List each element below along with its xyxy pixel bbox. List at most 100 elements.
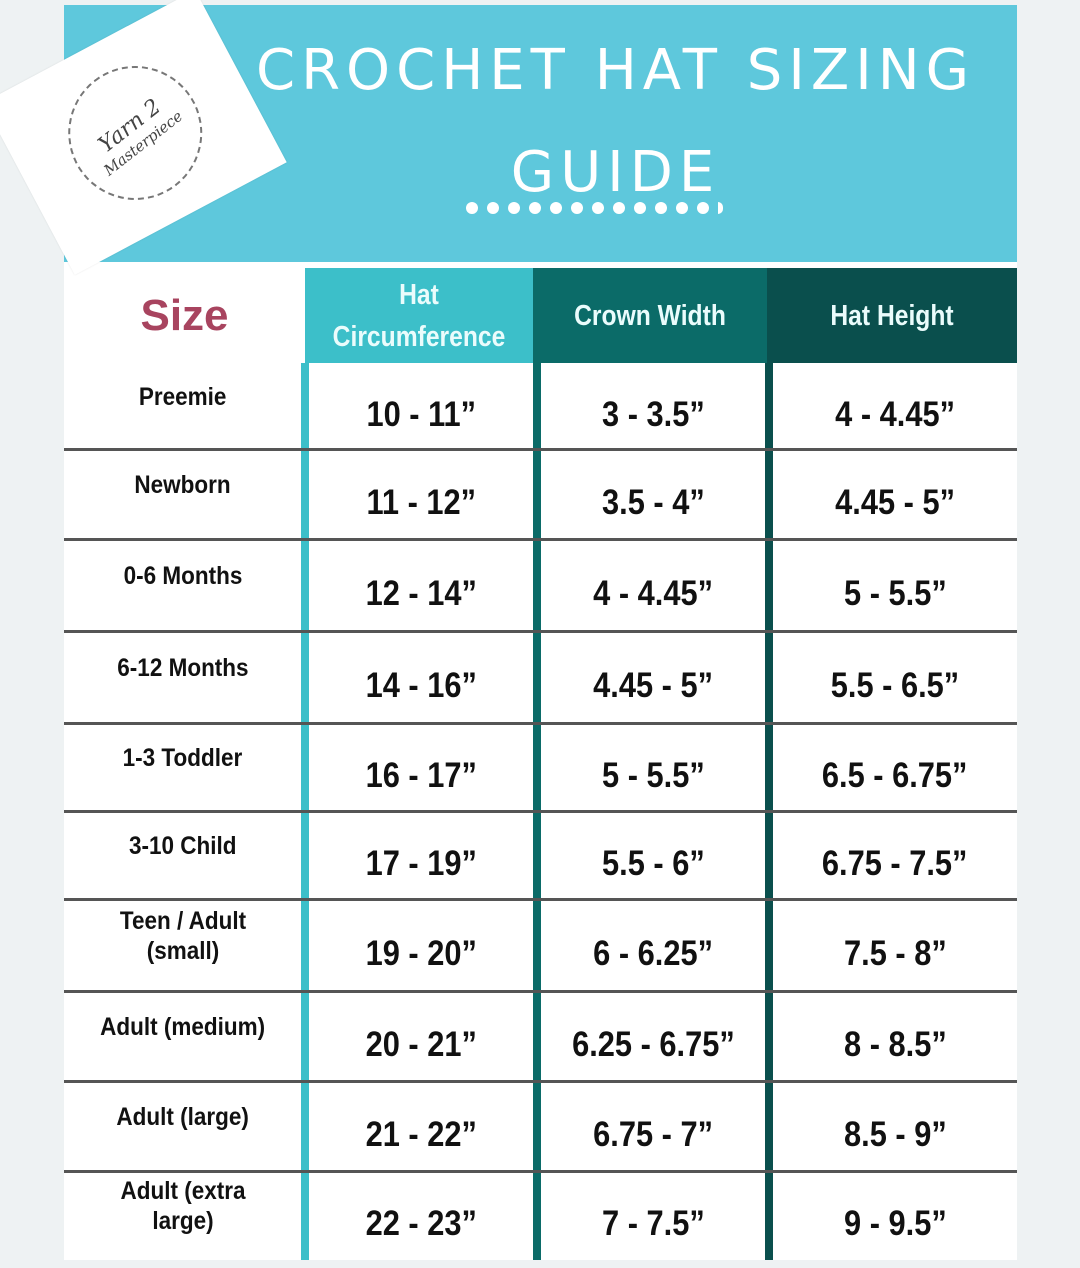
table-cell: 3.5 - 4” [541, 458, 765, 548]
table-cell: 19 - 20” [309, 908, 533, 1000]
row-size: Teen / Adult (small) [119, 907, 246, 965]
row-crown-width: 5 - 5.5” [601, 756, 705, 795]
table-cell: 8 - 8.5” [773, 1000, 1017, 1090]
row-hat-height: 8.5 - 9” [843, 1115, 947, 1154]
table-cell: 3-10 Child [64, 802, 301, 890]
row-circumference: 22 - 23” [365, 1204, 477, 1243]
row-size: Adult (medium) [99, 1013, 265, 1041]
table-cell: 14 - 16” [309, 640, 533, 732]
header-height-bg [767, 268, 1017, 363]
row-size: Adult (extra large) [119, 1177, 246, 1235]
row-divider [64, 630, 1017, 633]
logo-wreath: Yarn 2 Masterpiece [40, 38, 230, 227]
table-cell: 6.25 - 6.75” [541, 1000, 765, 1090]
row-circumference: 20 - 21” [365, 1025, 477, 1064]
table-cell: 17 - 19” [309, 820, 533, 908]
row-hat-height: 5 - 5.5” [843, 574, 947, 613]
header-circumference-bg [305, 268, 533, 363]
decorative-dots [466, 202, 723, 214]
table-cell: 10 - 11” [309, 371, 533, 458]
table-cell: 5.5 - 6.5” [773, 640, 1017, 732]
table-cell: Adult (large) [64, 1072, 301, 1162]
table-cell: 6.75 - 7” [541, 1090, 765, 1180]
title-line-1: CROCHET HAT SIZING [256, 38, 975, 103]
table-cell: 21 - 22” [309, 1090, 533, 1180]
row-divider [64, 898, 1017, 901]
row-divider [64, 722, 1017, 725]
table-cell: 4 - 4.45” [773, 371, 1017, 458]
row-circumference: 17 - 19” [365, 844, 477, 883]
header-crown-bg [533, 268, 767, 363]
table-cell: 22 - 23” [309, 1180, 533, 1268]
row-crown-width: 7 - 7.5” [601, 1204, 705, 1243]
row-crown-width: 4.45 - 5” [593, 666, 713, 705]
row-size: Newborn [134, 471, 231, 499]
row-circumference: 19 - 20” [365, 934, 477, 973]
row-size: 1-3 Toddler [122, 744, 243, 772]
table-cell: Adult (extra large) [64, 1162, 301, 1250]
row-circumference: 16 - 17” [365, 756, 477, 795]
table-cell: 11 - 12” [309, 458, 533, 548]
row-crown-width: 6 - 6.25” [593, 934, 713, 973]
header-circumference: Hat Circumference [332, 278, 506, 353]
table-cell: 3 - 3.5” [541, 371, 765, 458]
table-cell: 20 - 21” [309, 1000, 533, 1090]
row-size: 6-12 Months [116, 654, 249, 682]
row-crown-width: 3 - 3.5” [601, 394, 705, 434]
table-cell: 6 - 6.25” [541, 908, 765, 1000]
row-crown-width: 3.5 - 4” [601, 483, 705, 522]
table-cell: 4.45 - 5” [773, 458, 1017, 548]
row-hat-height: 9 - 9.5” [843, 1204, 947, 1243]
table-cell: 16 - 17” [309, 732, 533, 820]
page-title: CROCHET HAT SIZING GUIDE [214, 35, 1017, 209]
row-hat-height: 8 - 8.5” [843, 1025, 947, 1064]
header-hat-height: Hat Height [830, 299, 954, 332]
row-divider [64, 1170, 1017, 1173]
row-circumference: 11 - 12” [366, 483, 476, 522]
row-divider [64, 448, 1017, 451]
row-hat-height: 6.5 - 6.75” [822, 756, 968, 795]
row-divider [64, 1080, 1017, 1083]
row-size: 0-6 Months [123, 562, 242, 590]
table-cell: 5 - 5.5” [541, 732, 765, 820]
row-hat-height: 4 - 4.45” [835, 394, 955, 434]
header-size: Size [140, 290, 229, 340]
row-hat-height: 4.45 - 5” [835, 483, 955, 522]
table-cell: 5.5 - 6” [541, 820, 765, 908]
row-crown-width: 6.75 - 7” [593, 1115, 713, 1154]
sizing-guide: CROCHET HAT SIZING GUIDE Size Hat Circum… [64, 5, 1017, 1260]
table-cell: 4 - 4.45” [541, 548, 765, 640]
row-hat-height: 7.5 - 8” [843, 934, 947, 973]
row-size: 3-10 Child [128, 832, 237, 860]
table-cell: 6.5 - 6.75” [773, 732, 1017, 820]
row-divider [64, 810, 1017, 813]
table-cell: 7.5 - 8” [773, 908, 1017, 1000]
table-cell: 0-6 Months [64, 530, 301, 622]
row-crown-width: 6.25 - 6.75” [571, 1025, 735, 1064]
table-cell: 6.75 - 7.5” [773, 820, 1017, 908]
row-circumference: 21 - 22” [365, 1115, 477, 1154]
header-crown-width: Crown Width [574, 299, 726, 332]
table-cell: Newborn [64, 440, 301, 530]
row-crown-width: 4 - 4.45” [593, 574, 713, 613]
row-hat-height: 5.5 - 6.5” [830, 666, 960, 705]
table-cell: 9 - 9.5” [773, 1180, 1017, 1268]
table-cell: 4.45 - 5” [541, 640, 765, 732]
table-cell: Teen / Adult (small) [64, 890, 301, 982]
row-circumference: 14 - 16” [365, 666, 477, 705]
row-divider [64, 538, 1017, 541]
table-cell: 12 - 14” [309, 548, 533, 640]
table-cell: 8.5 - 9” [773, 1090, 1017, 1180]
table-cell: 1-3 Toddler [64, 714, 301, 802]
table-cell: 6-12 Months [64, 622, 301, 714]
table-cell: 7 - 7.5” [541, 1180, 765, 1268]
row-size: Preemie [138, 382, 227, 411]
table-cell: Adult (medium) [64, 982, 301, 1072]
row-circumference: 10 - 11” [366, 394, 476, 434]
row-hat-height: 6.75 - 7.5” [822, 844, 968, 883]
row-crown-width: 5.5 - 6” [601, 844, 705, 883]
row-divider [64, 990, 1017, 993]
title-line-2: GUIDE [510, 140, 721, 205]
table-cell: Preemie [64, 353, 301, 440]
row-size: Adult (large) [116, 1103, 249, 1131]
